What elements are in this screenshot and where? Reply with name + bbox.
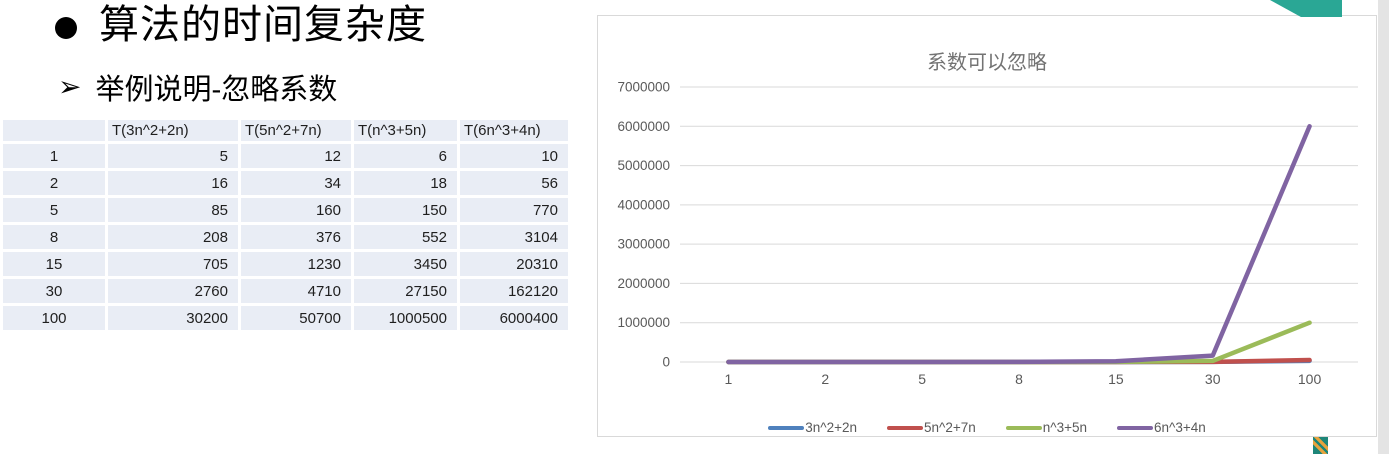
row-label-cell: 1 bbox=[3, 144, 105, 168]
value-cell: 150 bbox=[354, 198, 457, 222]
x-tick-label: 100 bbox=[1298, 371, 1322, 387]
value-cell: 85 bbox=[108, 198, 238, 222]
y-tick-label: 6000000 bbox=[617, 119, 670, 134]
y-tick-label: 3000000 bbox=[617, 237, 670, 252]
legend-swatch-icon bbox=[1005, 425, 1042, 430]
bullet-icon bbox=[55, 17, 77, 39]
table-row: 100 30200 50700 1000500 6000400 bbox=[3, 306, 568, 330]
value-cell: 5 bbox=[108, 144, 238, 168]
legend-item: 6n^3+4n bbox=[1117, 420, 1206, 435]
y-tick-label: 4000000 bbox=[617, 197, 670, 212]
table-row: 30 2760 4710 27150 162120 bbox=[3, 279, 568, 303]
row-label-cell: 5 bbox=[3, 198, 105, 222]
table-header-cell: T(5n^2+7n) bbox=[241, 120, 351, 141]
value-cell: 2760 bbox=[108, 279, 238, 303]
legend-item: n^3+5n bbox=[1005, 420, 1088, 435]
value-cell: 208 bbox=[108, 225, 238, 249]
table-header-cell: T(n^3+5n) bbox=[354, 120, 457, 141]
table-header-row: T(3n^2+2n) T(5n^2+7n) T(n^3+5n) T(6n^3+4n) bbox=[3, 120, 568, 141]
value-cell: 34 bbox=[241, 171, 351, 195]
table-header-cell: T(6n^3+4n) bbox=[460, 120, 568, 141]
legend-label: 3n^2+2n bbox=[805, 420, 857, 435]
value-cell: 1230 bbox=[241, 252, 351, 276]
table-header-cell bbox=[3, 120, 105, 141]
right-background-strip bbox=[1378, 0, 1389, 454]
value-cell: 770 bbox=[460, 198, 568, 222]
value-cell: 705 bbox=[108, 252, 238, 276]
legend-label: 6n^3+4n bbox=[1154, 420, 1206, 435]
logo-icon bbox=[1313, 437, 1328, 454]
value-cell: 3104 bbox=[460, 225, 568, 249]
y-tick-label: 2000000 bbox=[617, 276, 670, 291]
value-cell: 27150 bbox=[354, 279, 457, 303]
value-cell: 6 bbox=[354, 144, 457, 168]
value-cell: 10 bbox=[460, 144, 568, 168]
series-line-6n^3+4n bbox=[726, 124, 1312, 365]
x-tick-label: 2 bbox=[821, 371, 829, 387]
value-cell: 6000400 bbox=[460, 306, 568, 330]
row-label-cell: 2 bbox=[3, 171, 105, 195]
subtitle: 举例说明-忽略系数 bbox=[95, 72, 338, 106]
y-tick-label: 0 bbox=[662, 355, 670, 370]
value-cell: 160 bbox=[241, 198, 351, 222]
value-cell: 4710 bbox=[241, 279, 351, 303]
slide-subtitle-row: ➢ 举例说明-忽略系数 bbox=[58, 66, 337, 108]
value-cell: 16 bbox=[108, 171, 238, 195]
table-row: 1 5 12 6 10 bbox=[3, 144, 568, 168]
value-cell: 12 bbox=[241, 144, 351, 168]
value-cell: 3450 bbox=[354, 252, 457, 276]
legend-label: 5n^2+7n bbox=[923, 420, 976, 435]
chart-title: 系数可以忽略 bbox=[927, 52, 1047, 74]
value-cell: 162120 bbox=[460, 279, 568, 303]
row-label-cell: 30 bbox=[3, 279, 105, 303]
value-cell: 30200 bbox=[108, 306, 238, 330]
legend-item: 3n^2+2n bbox=[768, 420, 857, 435]
complexity-table: T(3n^2+2n) T(5n^2+7n) T(n^3+5n) T(6n^3+4n) … bbox=[0, 117, 571, 333]
y-tick-label: 1000000 bbox=[617, 315, 670, 330]
legend-label: n^3+5n bbox=[1042, 420, 1088, 435]
x-tick-label: 15 bbox=[1108, 371, 1124, 387]
x-tick-label: 5 bbox=[918, 371, 926, 387]
slide-title-row: 算法的时间复杂度 bbox=[55, 0, 427, 50]
table-header-cell: T(3n^2+2n) bbox=[108, 120, 238, 141]
chart-legend: 3n^2+2n 5n^2+7n n^3+5n 6n^3+4n bbox=[598, 420, 1376, 435]
y-tick-label: 5000000 bbox=[617, 158, 670, 173]
table-row: 15 705 1230 3450 20310 bbox=[3, 252, 568, 276]
row-label-cell: 15 bbox=[3, 252, 105, 276]
table-row: 5 85 160 150 770 bbox=[3, 198, 568, 222]
value-cell: 56 bbox=[460, 171, 568, 195]
legend-swatch-icon bbox=[886, 425, 923, 430]
chart: 0 1000000 2000000 3000000 4000000 5000000 6000… bbox=[597, 15, 1377, 437]
value-cell: 18 bbox=[354, 171, 457, 195]
x-tick-label: 30 bbox=[1205, 371, 1221, 387]
value-cell: 50700 bbox=[241, 306, 351, 330]
legend-swatch-icon bbox=[1117, 425, 1154, 430]
row-label-cell: 8 bbox=[3, 225, 105, 249]
chart-plot: 0 1000000 2000000 3000000 4000000 5000000 6000… bbox=[617, 80, 1358, 387]
value-cell: 1000500 bbox=[354, 306, 457, 330]
row-label-cell: 100 bbox=[3, 306, 105, 330]
legend-item: 5n^2+7n bbox=[886, 420, 976, 435]
value-cell: 20310 bbox=[460, 252, 568, 276]
legend-swatch-icon bbox=[768, 425, 805, 430]
value-cell: 552 bbox=[354, 225, 457, 249]
x-tick-label: 8 bbox=[1015, 371, 1023, 387]
arrow-bullet-icon: ➢ bbox=[58, 70, 82, 103]
value-cell: 376 bbox=[241, 225, 351, 249]
table-row: 2 16 34 18 56 bbox=[3, 171, 568, 195]
y-tick-label: 7000000 bbox=[617, 80, 670, 95]
x-tick-label: 1 bbox=[725, 371, 733, 387]
page-title: 算法的时间复杂度 bbox=[99, 2, 427, 48]
table-row: 8 208 376 552 3104 bbox=[3, 225, 568, 249]
